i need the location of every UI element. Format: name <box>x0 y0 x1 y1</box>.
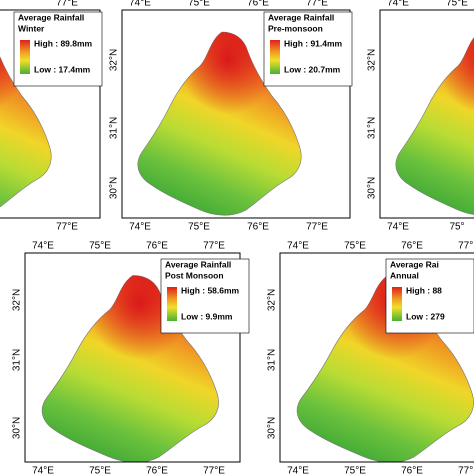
top-tick-label: 75°E <box>344 241 366 252</box>
legend-low: Low : 9.9mm <box>181 311 233 321</box>
map-panel: 74°E 75°E 74°E 75° 32°N 31°N 30°N <box>367 0 474 233</box>
left-tick-label: 31°N <box>267 349 278 371</box>
legend-colorbar <box>167 287 177 321</box>
map-area <box>395 31 474 216</box>
legend-title: Average Rainfall <box>268 12 334 22</box>
legend-colorbar <box>20 40 30 74</box>
map-frame <box>0 9 101 219</box>
bottom-tick-label: 76°E <box>146 466 168 474</box>
left-tick-label: 30°N <box>367 177 378 199</box>
top-tick-label: 74°E <box>32 241 54 252</box>
bottom-tick-label: 77°E <box>458 466 474 474</box>
map-frame <box>279 252 474 463</box>
top-tick-label: 75°E <box>89 241 111 252</box>
bottom-tick-label: 76°E <box>247 222 269 233</box>
bottom-tick-label: 77°E <box>203 466 225 474</box>
bottom-tick-label: 74°E <box>287 466 309 474</box>
top-tick-label: 76°E <box>146 241 168 252</box>
legend-season: Annual <box>390 270 419 280</box>
map-panel: 74°E 75°E 76°E 77°E 74°E 75°E 76°E 77°E 32°N 31°N… <box>267 241 474 474</box>
left-tick-label: 30°N <box>267 417 278 439</box>
legend-colorbar <box>392 287 402 321</box>
legend-high: High : 58.6mm <box>181 285 240 295</box>
map-frame <box>121 9 351 219</box>
legend-low: Low : 17.4mm <box>34 64 91 74</box>
bottom-tick-label: 74°E <box>387 222 409 233</box>
top-tick-label: 77°E <box>306 0 328 9</box>
top-tick-label: 74°E <box>129 0 151 9</box>
map-panel: 74°E 75°E 76°E 77°E 74°E 75°E 76°E 77°E 32°N 31°N… <box>109 0 353 233</box>
legend-season: Post Monsoon <box>165 270 224 280</box>
legend-title: Average Rai <box>390 259 439 269</box>
top-tick-label: 76°E <box>401 241 423 252</box>
left-tick-label: 30°N <box>109 177 120 199</box>
map-frame <box>379 9 474 219</box>
left-tick-label: 32°N <box>12 289 23 311</box>
top-tick-label: 75°E <box>188 0 210 9</box>
left-tick-label: 32°N <box>267 289 278 311</box>
legend-title: Average Rainfall <box>18 12 84 22</box>
legend-high: High : 91.4mm <box>284 38 343 48</box>
legend-colorbar <box>270 40 280 74</box>
bottom-tick-label: 77°E <box>306 222 328 233</box>
bottom-tick-label: 77°E <box>56 222 78 233</box>
bottom-tick-label: 74°E <box>32 466 54 474</box>
legend-high: High : 89.8mm <box>34 38 93 48</box>
bottom-tick-label: 75°E <box>344 466 366 474</box>
top-tick-label: 75°E <box>446 0 468 9</box>
bottom-tick-label: 74°E <box>129 222 151 233</box>
legend-title: Average Rainfall <box>165 259 231 269</box>
map-panel: 74°E 75°E 76°E 77°E 74°E 75°E 76°E 77°E 32°N 31°N… <box>12 241 250 474</box>
bottom-tick-label: 76°E <box>401 466 423 474</box>
left-tick-label: 31°N <box>367 117 378 139</box>
top-tick-label: 74°E <box>387 0 409 9</box>
left-tick-label: 31°N <box>12 349 23 371</box>
left-tick-label: 32°N <box>367 49 378 71</box>
legend-high: High : 88 <box>406 285 442 295</box>
bottom-tick-label: 75°E <box>188 222 210 233</box>
legend-low: Low : 20.7mm <box>284 64 341 74</box>
legend-season: Winter <box>18 23 45 33</box>
bottom-tick-label: 75° <box>449 222 464 233</box>
legend-low: Low : 279 <box>406 311 445 321</box>
top-tick-label: 76°E <box>247 0 269 9</box>
left-tick-label: 30°N <box>12 417 23 439</box>
top-tick-label: 77°E <box>458 241 474 252</box>
top-tick-label: 74°E <box>287 241 309 252</box>
map-frame <box>24 252 241 463</box>
top-tick-label: 77°E <box>56 0 78 9</box>
legend-season: Pre-monsoon <box>268 23 323 33</box>
top-tick-label: 77°E <box>203 241 225 252</box>
left-tick-label: 32°N <box>109 49 120 71</box>
left-tick-label: 31°N <box>109 117 120 139</box>
bottom-tick-label: 75°E <box>89 466 111 474</box>
